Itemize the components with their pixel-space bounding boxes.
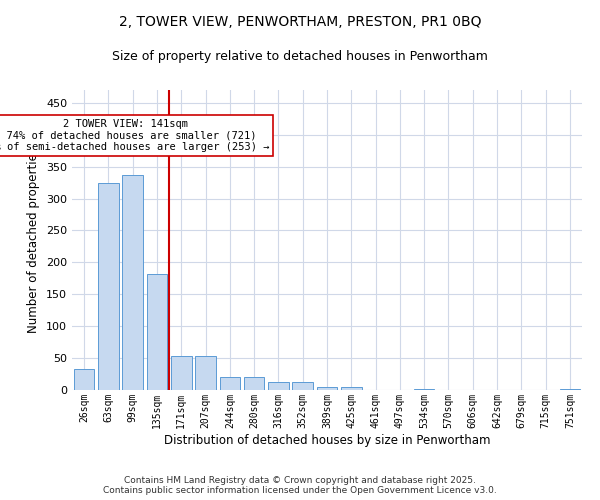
Bar [146,274,167,390]
Bar [171,356,191,390]
Bar [560,388,580,390]
Bar [268,382,289,390]
Text: 2, TOWER VIEW, PENWORTHAM, PRESTON, PR1 0BQ: 2, TOWER VIEW, PENWORTHAM, PRESTON, PR1 … [119,15,481,29]
Bar [317,387,337,390]
Bar [292,382,313,390]
Bar [220,376,240,390]
Text: Size of property relative to detached houses in Penwortham: Size of property relative to detached ho… [112,50,488,63]
Bar [341,387,362,390]
Bar [244,376,265,390]
Bar [98,182,119,390]
Bar [195,356,216,390]
Bar [122,175,143,390]
Text: Contains HM Land Registry data © Crown copyright and database right 2025.
Contai: Contains HM Land Registry data © Crown c… [103,476,497,495]
Bar [74,369,94,390]
Text: 2 TOWER VIEW: 141sqm
← 74% of detached houses are smaller (721)
26% of semi-deta: 2 TOWER VIEW: 141sqm ← 74% of detached h… [0,118,269,152]
Y-axis label: Number of detached properties: Number of detached properties [28,147,40,333]
X-axis label: Distribution of detached houses by size in Penwortham: Distribution of detached houses by size … [164,434,490,446]
